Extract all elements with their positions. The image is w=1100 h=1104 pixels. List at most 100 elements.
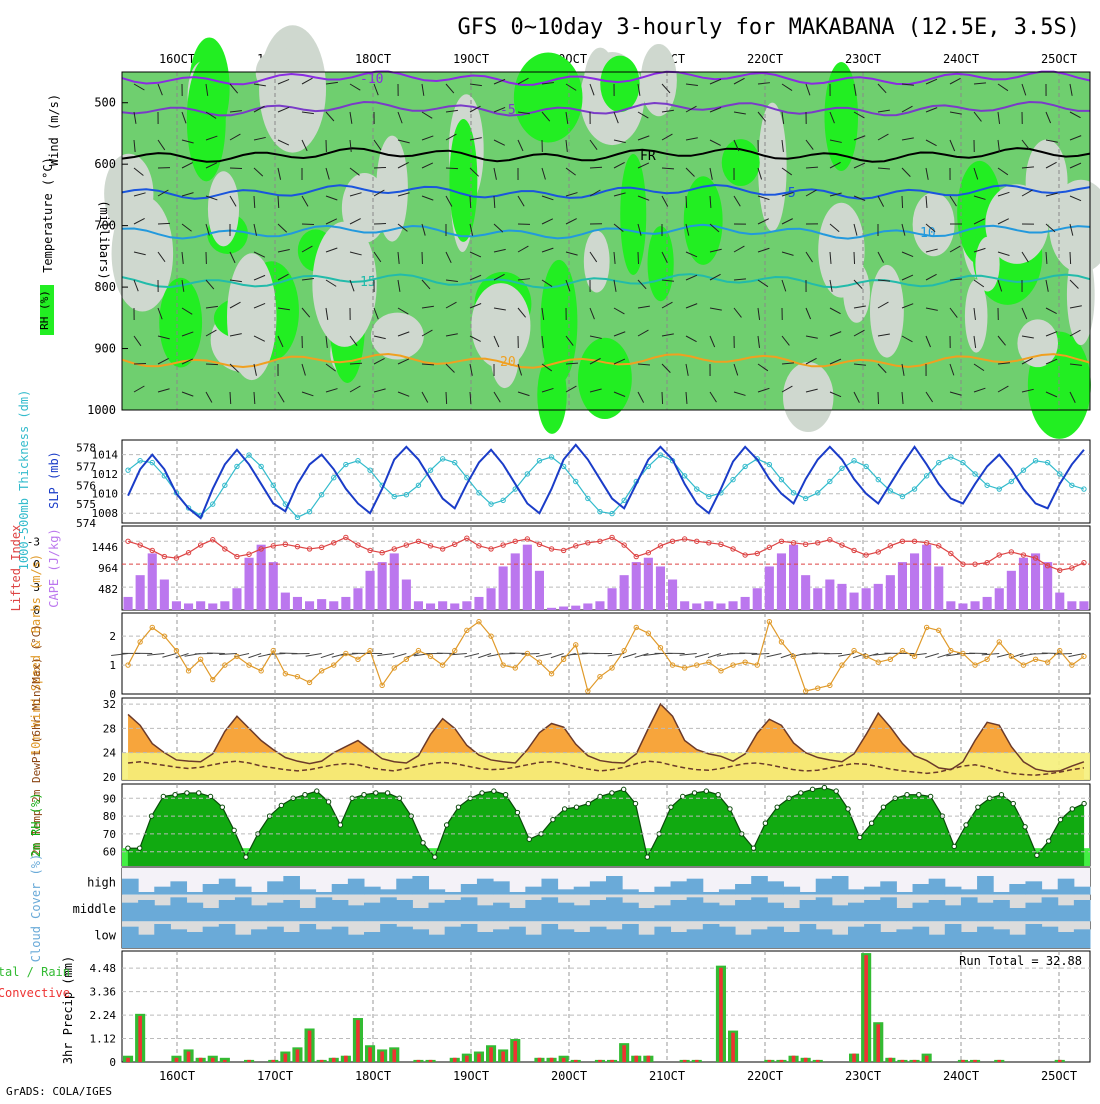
precip-convective-bar <box>211 1058 215 1062</box>
cape-bar <box>874 584 883 610</box>
cloud-middle-bar <box>219 900 236 921</box>
rh-point <box>692 791 696 795</box>
cape-bar <box>462 601 471 610</box>
cloud-high-bar <box>477 879 494 895</box>
cloud-high-bar <box>558 889 575 894</box>
date-label-top: 23OCT <box>845 52 881 66</box>
cloud-high-bar <box>816 879 833 895</box>
rh-point <box>220 805 224 809</box>
cloud-high-bar <box>412 876 429 895</box>
rh-point <box>976 805 980 809</box>
temperature-legend: Temperature (°C) <box>41 157 55 273</box>
rh-point <box>622 787 626 791</box>
cloud-middle-bar <box>606 897 623 921</box>
cloud-middle-bar <box>896 908 913 921</box>
cape-bar <box>1055 593 1064 610</box>
cloud-low-bar <box>541 924 558 948</box>
wind-barb <box>686 196 687 208</box>
rh-point <box>810 787 814 791</box>
slp-axis-label: SLP (mb) <box>47 451 61 509</box>
cape-bar <box>571 606 580 610</box>
rh-point <box>763 821 767 825</box>
cloud-high-bar <box>961 889 978 894</box>
date-label-bottom: 25OCT <box>1041 1069 1077 1083</box>
temp-tick: 32 <box>103 698 116 711</box>
rh-point <box>126 846 130 850</box>
rh-legend: RH (%) <box>38 290 51 330</box>
precip-convective-bar <box>332 1058 336 1062</box>
cloud-high-bar <box>654 887 671 895</box>
cloud-low-bar <box>913 927 930 948</box>
rh-point <box>728 807 732 811</box>
cloud-low-bar <box>364 932 381 948</box>
cape-bar <box>124 597 133 610</box>
rh-point <box>999 792 1003 796</box>
cloud-high-bar <box>299 889 316 894</box>
cloud-low-bar <box>1042 927 1059 948</box>
rh-point <box>232 828 236 832</box>
cloud-low-bar <box>412 929 429 948</box>
rh-contour-blob <box>870 265 904 358</box>
cloud-high-bar <box>880 881 897 894</box>
precip-tick: 1.12 <box>90 1033 117 1046</box>
pressure-tick: 1000 <box>87 403 116 417</box>
wind10-barb <box>522 654 540 655</box>
cloud-low-bar <box>429 935 446 948</box>
cloud-high-bar <box>154 887 171 895</box>
rh-contour-blob <box>514 53 583 143</box>
cloud-low-bar <box>203 927 220 948</box>
cloud-high-bar <box>235 887 252 895</box>
cloud-middle-bar <box>590 900 607 921</box>
contour-label: 15 <box>360 275 376 290</box>
rh-point <box>315 789 319 793</box>
cloud-low-bar <box>719 927 736 948</box>
precip-convective-bar <box>816 1060 820 1062</box>
credit-label: GrADS: COLA/IGES <box>6 1085 112 1098</box>
precip-convective-bar <box>768 1060 772 1062</box>
cloud-low-bar <box>283 932 300 948</box>
cloud-high-bar <box>122 879 139 895</box>
rh-point <box>456 805 460 809</box>
cloud-middle-bar <box>913 903 930 922</box>
rh-contour-blob <box>620 154 646 275</box>
pressure-tick: 900 <box>94 342 116 356</box>
cape-bar <box>898 562 907 610</box>
wind-barb <box>134 363 146 364</box>
cloud-low-bar <box>848 927 865 948</box>
cloud-axis-label: Cloud Cover (%) <box>29 854 43 962</box>
cloud-high-bar <box>1042 889 1059 894</box>
cloud-low-bar <box>703 924 720 948</box>
cape-bar <box>341 597 350 610</box>
wind-barb <box>446 168 458 169</box>
precip-convective-bar <box>876 1024 880 1062</box>
precip-total-legend: Total / Rain <box>0 965 70 979</box>
rh-point <box>799 791 803 795</box>
cape-bar <box>608 588 617 610</box>
chart-title: GFS 0~10day 3-hourly for MAKABANA (12.5E… <box>457 15 1080 40</box>
contour-label: FR <box>640 149 656 164</box>
cloud-low-bar <box>525 935 542 948</box>
cloud-low-bar <box>816 929 833 948</box>
rh-point <box>881 805 885 809</box>
cloud-middle-bar <box>735 900 752 921</box>
cape-tick: 964 <box>98 562 118 575</box>
cloud-high-bar <box>945 887 962 895</box>
cape-bar <box>777 553 786 610</box>
cloud-low-bar <box>606 929 623 948</box>
cape-bar <box>656 566 665 610</box>
cloud-low-bar <box>993 929 1010 948</box>
upper-air-panel: -10-5FR-51015205006007008009001000(milli… <box>38 25 1100 439</box>
date-label-bottom: 23OCT <box>845 1069 881 1083</box>
cape-bar <box>559 607 568 610</box>
rh-point <box>385 791 389 795</box>
cloud-middle-bar <box>800 900 817 921</box>
rh-point <box>185 791 189 795</box>
cloud-low-bar <box>509 927 526 948</box>
cloud-low-bar <box>638 935 655 948</box>
cloud-low-bar <box>235 935 252 948</box>
rh-contour-blob <box>783 362 833 432</box>
precip-convective-bar <box>465 1056 469 1062</box>
